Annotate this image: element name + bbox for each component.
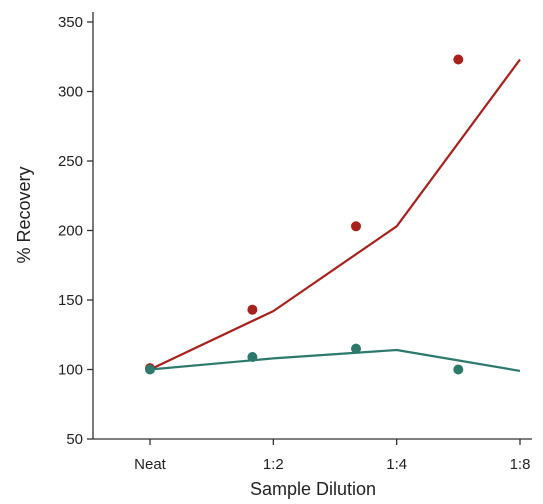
- x-tick-label: Neat: [134, 456, 167, 473]
- series-2: [145, 343, 521, 375]
- series-layer: [145, 54, 521, 375]
- series-1-point: [247, 304, 258, 315]
- y-tick-label: 200: [58, 223, 83, 240]
- x-axis-title: Sample Dilution: [250, 479, 376, 499]
- y-tick-label: 150: [58, 292, 83, 309]
- y-ticks: 50 100 150 200 250 300 350: [58, 14, 93, 448]
- series-2-point: [247, 352, 258, 362]
- series-2-point: [145, 364, 155, 375]
- series-2-point: [351, 343, 361, 354]
- series-2-line: [149, 348, 521, 372]
- axes: [92, 12, 532, 440]
- x-tick-label: 1:4: [386, 456, 407, 473]
- series-2-point: [453, 364, 464, 375]
- y-axis-title: % Recovery: [14, 166, 34, 263]
- series-1-point: [453, 54, 464, 65]
- y-tick-label: 250: [58, 153, 83, 170]
- series-1-point: [351, 221, 361, 232]
- x-tick-label: 1:2: [263, 456, 284, 473]
- y-tick-label: 350: [58, 14, 83, 31]
- y-tick-label: 100: [58, 362, 83, 379]
- x-tick-label: 1:8: [510, 456, 531, 473]
- y-tick-label: 300: [58, 84, 83, 101]
- series-1: [145, 54, 521, 374]
- x-ticks: Neat 1:2 1:4 1:8: [134, 439, 530, 473]
- series-1-line: [149, 58, 521, 371]
- y-tick-label: 50: [66, 431, 83, 448]
